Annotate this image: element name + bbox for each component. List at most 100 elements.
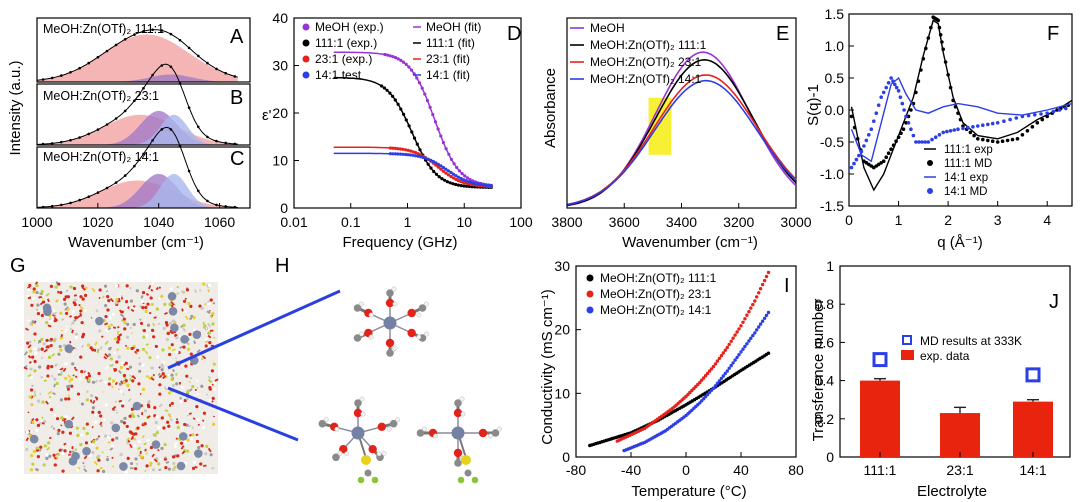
bond	[83, 455, 88, 460]
atom	[184, 364, 188, 368]
md-point-141MD	[937, 133, 942, 137]
panel-b-letter: B	[230, 87, 243, 109]
md-point-1111MD	[916, 79, 921, 83]
data-point-23:1	[215, 139, 218, 143]
exp-point-r111	[393, 98, 397, 102]
md-point-141MD	[1033, 113, 1037, 117]
exp-point-r14	[487, 183, 491, 188]
exp-point-meoh	[399, 58, 403, 63]
bond	[94, 396, 98, 400]
exp-point-r111	[451, 182, 455, 186]
md-point-141MD	[886, 81, 891, 85]
legend-label: exp. data	[920, 349, 970, 363]
atom	[129, 461, 134, 466]
frame-14:1	[36, 146, 251, 209]
bond	[145, 343, 149, 346]
exp-point-meoh	[447, 152, 451, 156]
atom	[81, 332, 86, 336]
bond	[82, 461, 85, 465]
atom	[207, 302, 211, 306]
exp-point-meoh	[386, 53, 390, 57]
bond	[52, 392, 56, 396]
bond	[111, 405, 117, 411]
md-point-141MD	[879, 95, 883, 99]
bond	[117, 300, 121, 303]
md-point-1111MD	[956, 111, 960, 115]
exp-point-meoh	[465, 176, 469, 180]
atom	[31, 320, 35, 324]
bond	[157, 448, 160, 452]
data-point-14:1	[69, 201, 72, 205]
data-point-23:1	[78, 136, 81, 139]
bond	[118, 331, 121, 335]
atom	[85, 398, 89, 402]
carbon-atom	[386, 289, 394, 297]
atom	[97, 458, 101, 462]
y-tick-label: 0.4	[815, 373, 835, 389]
atom	[166, 420, 170, 424]
exp-point-r14	[396, 152, 400, 156]
hydrogen-atom	[386, 426, 392, 432]
atom	[72, 301, 76, 305]
hydrogen-atom	[460, 411, 466, 417]
exp-point-r23	[439, 167, 443, 171]
bond	[41, 416, 44, 419]
atom	[143, 409, 147, 413]
atom	[168, 352, 172, 357]
hydrogen-atom	[433, 433, 438, 439]
data-point-111:1	[105, 49, 109, 53]
bond	[64, 306, 69, 311]
bond	[40, 356, 44, 360]
atom	[167, 346, 171, 350]
bond	[57, 373, 61, 377]
atom	[63, 302, 67, 306]
atom	[139, 455, 144, 459]
exp-point-r14	[436, 162, 440, 166]
exp-point-meoh	[444, 147, 448, 151]
i-ylabel: Conductivity (mS cm⁻¹)	[539, 289, 556, 444]
atom	[66, 387, 70, 391]
bond	[81, 286, 86, 291]
atom	[59, 311, 63, 315]
bond	[83, 468, 88, 473]
panel-abc: 1000 1020 1040 1060 Intensity (a.u.) MeOH:Z…	[7, 17, 251, 251]
conductivity-point-r14	[749, 336, 753, 340]
exp-point-r14	[419, 155, 423, 159]
data-point-111:1	[123, 38, 127, 41]
data-point-23:1	[60, 140, 63, 144]
atom	[170, 343, 174, 347]
atom	[141, 387, 146, 392]
md-point-141MD	[966, 125, 970, 130]
atom	[56, 452, 60, 456]
abc-xlabel: Wavenumber (cm⁻¹)	[68, 234, 204, 251]
exp-point-meoh	[407, 65, 411, 69]
atom	[142, 329, 146, 333]
zinc-atom	[111, 423, 121, 433]
bond	[30, 395, 34, 399]
md-point-1111MD	[884, 155, 888, 159]
md-point-1111MD	[936, 18, 940, 23]
exp-point-r111	[391, 94, 395, 98]
hydrogen-atom	[391, 286, 397, 292]
atom	[27, 288, 31, 292]
data-point-14:1	[169, 128, 173, 131]
atom	[209, 298, 213, 302]
atom	[40, 313, 44, 318]
exp-point-r111	[459, 184, 463, 188]
atom	[146, 323, 151, 327]
md-point-1111MD	[926, 36, 931, 40]
atom	[204, 344, 208, 348]
md-point-1111MD	[889, 147, 893, 151]
md-point-141MD	[909, 127, 913, 131]
md-point-1111MD	[1020, 133, 1025, 137]
bond	[76, 315, 81, 319]
atom	[172, 461, 176, 465]
md-point-141MD	[971, 125, 975, 129]
data-point-14:1	[114, 181, 118, 184]
atom	[31, 420, 35, 424]
atom	[111, 438, 115, 442]
bond	[180, 426, 184, 429]
data-point-111:1	[142, 30, 145, 33]
bond	[126, 437, 131, 442]
conductivity-point-r23	[747, 310, 751, 314]
